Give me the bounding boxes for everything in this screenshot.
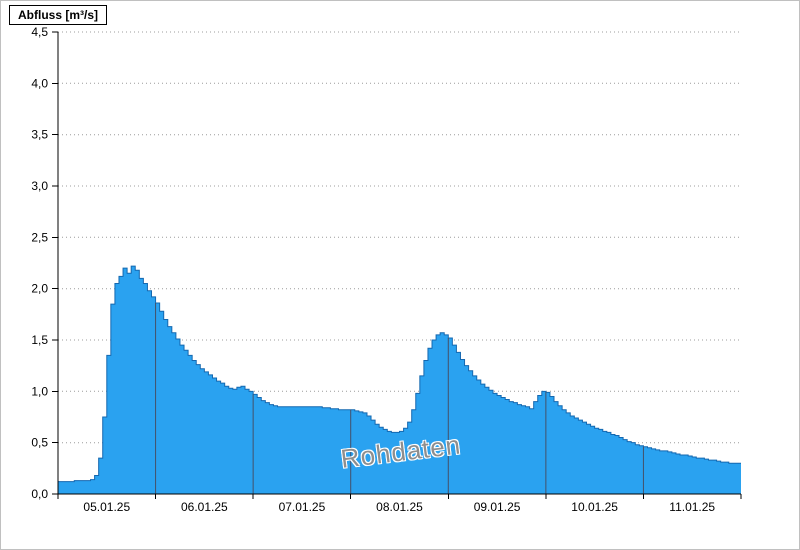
y-tick-label: 3,5 (31, 128, 48, 142)
y-tick-label: 2,0 (31, 282, 48, 296)
y-axis-title: Abfluss [m³/s] (18, 8, 99, 22)
x-tick-label: 06.01.25 (181, 500, 228, 514)
y-tick-label: 4,5 (31, 25, 48, 39)
discharge-outline (58, 265, 741, 483)
x-tick-label: 10.01.25 (571, 500, 618, 514)
y-tick-label: 0,5 (31, 436, 48, 450)
x-tick-label: 05.01.25 (83, 500, 130, 514)
y-tick-label: 2,5 (31, 230, 48, 244)
y-tick-label: 3,0 (31, 179, 48, 193)
x-tick-label: 11.01.25 (669, 500, 715, 514)
x-tick-label: 07.01.25 (279, 500, 326, 514)
y-tick-label: 1,5 (31, 333, 48, 347)
y-tick-label: 0,0 (31, 487, 48, 501)
x-tick-label: 08.01.25 (376, 500, 423, 514)
discharge-area (58, 266, 741, 494)
y-tick-label: 4,0 (31, 76, 48, 90)
y-tick-label: 1,0 (31, 384, 48, 398)
y-axis-title-box: Abfluss [m³/s] (9, 5, 108, 25)
x-tick-label: 09.01.25 (474, 500, 521, 514)
